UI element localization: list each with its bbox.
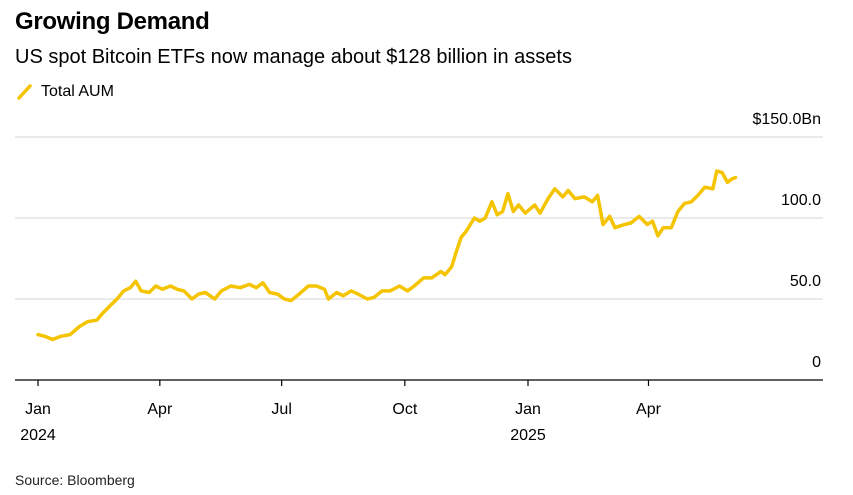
x-tick-label: Apr [147, 401, 173, 418]
y-tick-label: $150.0Bn [752, 111, 821, 128]
x-tick-year-label: 2024 [20, 427, 56, 444]
x-tick-label: Apr [636, 401, 662, 418]
series-layer [36, 169, 738, 342]
y-tick-label: 100.0 [781, 192, 821, 209]
y-tick-label: 50.0 [790, 273, 821, 290]
legend: Total AUM [15, 82, 114, 102]
legend-label: Total AUM [41, 83, 114, 100]
gridlines [15, 136, 823, 381]
x-tick-label: Jan [25, 401, 51, 418]
y-tick-label: 0 [812, 354, 821, 371]
chart-title: Growing Demand [15, 8, 210, 35]
chart-subtitle: US spot Bitcoin ETFs now manage about $1… [15, 46, 572, 68]
x-tick-label: Oct [392, 401, 417, 418]
x-tick-year-label: 2025 [510, 427, 546, 444]
legend-line-icon [17, 84, 32, 100]
x-tick-label: Jul [271, 401, 291, 418]
series-line-total-aum [36, 169, 738, 342]
y-axis: 0 50.0 100.0 $150.0Bn [752, 111, 821, 371]
source-note: Source: Bloomberg [15, 472, 135, 488]
x-axis: Jan 2024 Apr Jul Oct Jan 2025 Apr [20, 380, 662, 444]
x-tick-label: Jan [515, 401, 541, 418]
